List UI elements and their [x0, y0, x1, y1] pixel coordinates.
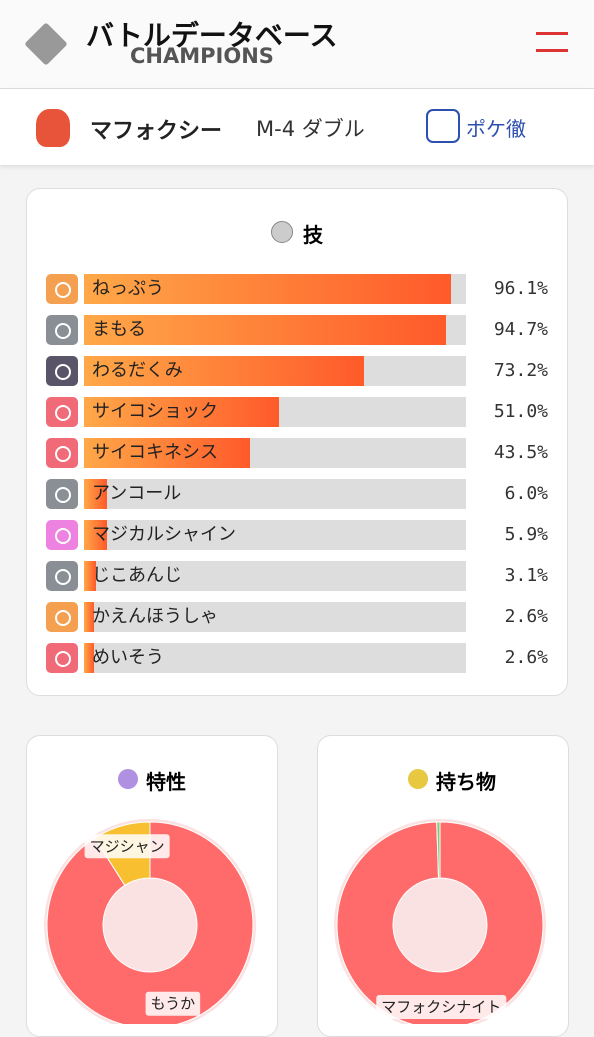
move-row: わるだくみ 73.2%: [46, 356, 548, 386]
move-name: わるだくみ: [92, 360, 183, 381]
pokemon-icon: [36, 109, 70, 147]
move-percent: 3.1%: [504, 565, 548, 586]
donut-segment: [46, 821, 254, 1024]
bar: [84, 643, 94, 673]
donut-segment: [336, 821, 544, 1024]
format: M-4 ダブル: [256, 117, 365, 141]
moves-title: 技: [303, 223, 323, 247]
type-icon: [46, 315, 78, 345]
bar-track: [84, 643, 466, 673]
move-percent: 2.6%: [504, 606, 548, 627]
move-row: めいそう 2.6%: [46, 643, 548, 673]
title-icon: [118, 769, 138, 789]
type-icon: [46, 602, 78, 632]
move-percent: 5.9%: [504, 524, 548, 545]
segment-label: もうか: [151, 995, 196, 1013]
move-row: サイコキネシス 43.5%: [46, 438, 548, 468]
move-row: じこあんじ 3.1%: [46, 561, 548, 591]
pokemon-bar: マフォクシー M-4 ダブル ポケ徹: [0, 89, 594, 165]
bar: [84, 479, 107, 509]
move-name: じこあんじ: [92, 565, 182, 586]
bar-track: [84, 356, 466, 386]
donut-title: 特性: [146, 770, 186, 794]
bar-track: [84, 315, 466, 345]
logo-subtitle: CHAMPIONS: [130, 44, 274, 68]
type-icon: [46, 643, 78, 673]
label-bg: [145, 991, 201, 1016]
bar-track: [84, 561, 466, 591]
move-percent: 2.6%: [504, 647, 548, 668]
bar-track: [84, 602, 466, 632]
bar: [84, 520, 107, 550]
bar: [84, 315, 446, 345]
label-bg: [376, 994, 507, 1019]
move-name: まもる: [92, 319, 146, 340]
move-name: ねっぷう: [92, 278, 164, 299]
move-percent: 6.0%: [504, 483, 548, 504]
move-name: サイコショック: [92, 401, 218, 422]
move-percent: 94.7%: [493, 319, 548, 340]
donut-segment: [436, 821, 441, 879]
move-percent: 43.5%: [493, 442, 548, 463]
bar: [84, 397, 279, 427]
bar: [84, 602, 94, 632]
bar: [84, 356, 364, 386]
type-icon: [46, 479, 78, 509]
move-percent: 96.1%: [493, 278, 548, 299]
link-icon: [426, 109, 460, 143]
bar: [84, 438, 251, 468]
move-row: かえんほうしゃ 2.6%: [46, 602, 548, 632]
external-link[interactable]: ポケ徹: [466, 117, 526, 141]
move-name: めいそう: [92, 647, 164, 668]
bar-track: [84, 274, 466, 304]
donut-title: 持ち物: [436, 770, 496, 794]
type-icon: [46, 356, 78, 386]
title-icon: [408, 769, 428, 789]
move-row: ねっぷう 96.1%: [46, 274, 548, 304]
menu-button[interactable]: [536, 32, 568, 52]
label-bg: [84, 834, 170, 859]
bar: [84, 274, 452, 304]
move-row: まもる 94.7%: [46, 315, 548, 345]
move-name: マジカルシャイン: [92, 524, 236, 545]
pokemon-name: マフォクシー: [90, 119, 223, 144]
move-name: アンコール: [92, 483, 182, 504]
bar-track: [84, 479, 466, 509]
type-icon: [46, 438, 78, 468]
move-row: マジカルシャイン 5.9%: [46, 520, 548, 550]
bar-track: [84, 520, 466, 550]
move-percent: 73.2%: [493, 360, 548, 381]
type-icon: [46, 397, 78, 427]
bar-track: [84, 438, 466, 468]
header: バトルデータベース CHAMPIONS: [0, 0, 594, 89]
segment-label: マフォクシナイト: [381, 998, 501, 1016]
type-icon: [46, 520, 78, 550]
move-name: サイコキネシス: [92, 442, 218, 463]
move-percent: 51.0%: [493, 401, 548, 422]
move-name: かえんほうしゃ: [92, 606, 218, 627]
move-row: サイコショック 51.0%: [46, 397, 548, 427]
bar-track: [84, 397, 466, 427]
type-icon: [46, 274, 78, 304]
logo-title: バトルデータベース: [86, 19, 338, 52]
disc-icon: [271, 221, 293, 243]
segment-label: マジシャン: [90, 837, 165, 855]
bar: [84, 561, 96, 591]
type-icon: [46, 561, 78, 591]
move-row: アンコール 6.0%: [46, 479, 548, 509]
